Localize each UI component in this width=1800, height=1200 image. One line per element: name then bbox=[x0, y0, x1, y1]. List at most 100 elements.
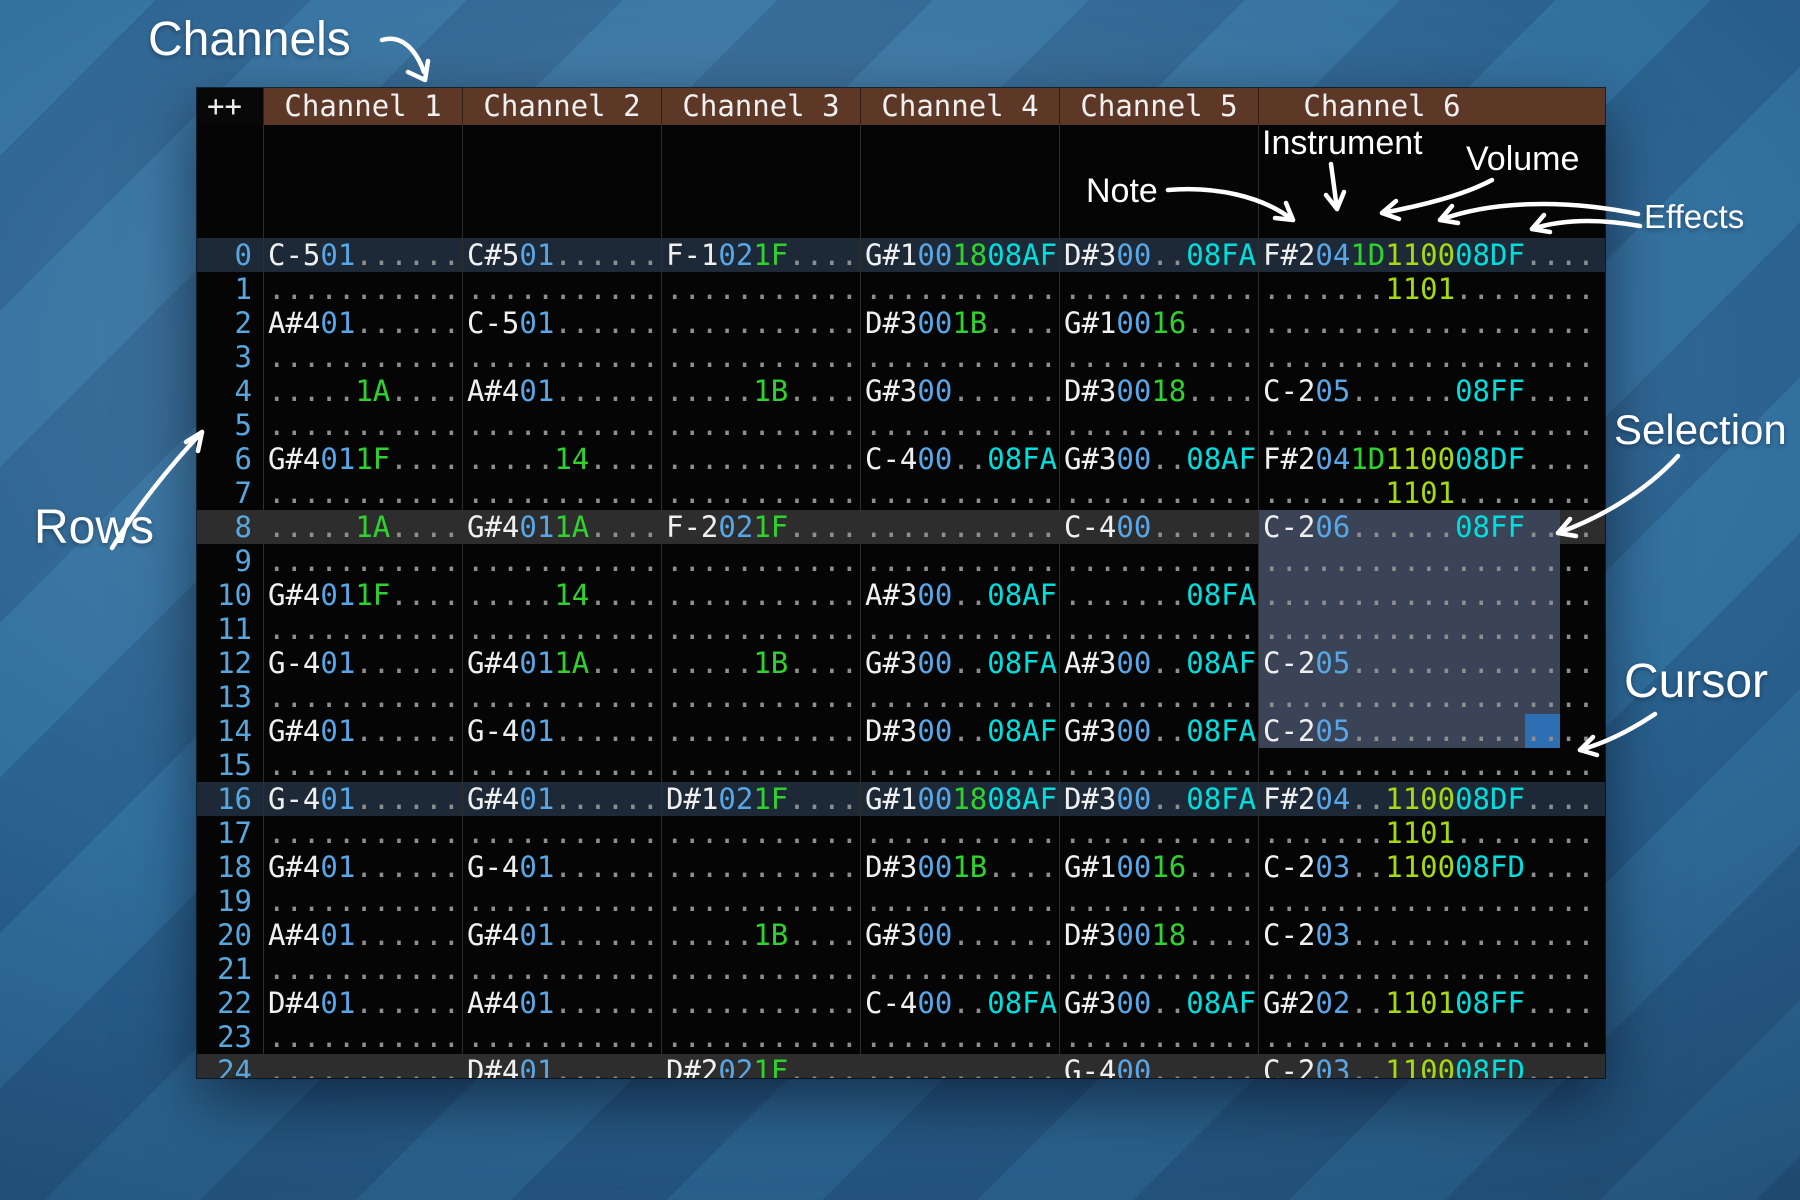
pattern-cell-ch3[interactable]: ........... bbox=[661, 612, 860, 646]
pattern-cell-ch1[interactable]: ........... bbox=[263, 408, 462, 442]
pattern-cell-ch2[interactable]: G#401...... bbox=[462, 918, 661, 952]
pattern-cell-ch2[interactable]: ........... bbox=[462, 748, 661, 782]
pattern-cell-ch3[interactable]: ........... bbox=[661, 306, 860, 340]
pattern-cell-ch6-selected[interactable]: ................... bbox=[1258, 612, 1605, 646]
pattern-cell-ch2[interactable]: ........... bbox=[462, 952, 661, 986]
pattern-cell-ch6-selected[interactable]: C-206......08FF.... bbox=[1258, 510, 1605, 544]
pattern-cell-ch5[interactable]: D#300..08FA bbox=[1059, 238, 1258, 272]
pattern-cell-ch6[interactable]: ................... bbox=[1258, 408, 1605, 442]
pattern-cell-ch5[interactable]: G-400...... bbox=[1059, 1054, 1258, 1078]
pattern-cell-ch4[interactable]: ........... bbox=[860, 408, 1059, 442]
pattern-cell-ch2[interactable]: ........... bbox=[462, 272, 661, 306]
pattern-cell-ch5[interactable]: G#300..08FA bbox=[1059, 714, 1258, 748]
pattern-cell-ch3[interactable]: ........... bbox=[661, 850, 860, 884]
pattern-cell-ch3[interactable]: ........... bbox=[661, 1020, 860, 1054]
pattern-cell-ch2[interactable]: .....14.... bbox=[462, 578, 661, 612]
pattern-cell-ch4[interactable]: G#1001808AF bbox=[860, 782, 1059, 816]
pattern-cell-ch6[interactable]: .......1101........ bbox=[1258, 476, 1605, 510]
pattern-cell-ch6[interactable]: ................... bbox=[1258, 1020, 1605, 1054]
pattern-cell-ch5[interactable]: ........... bbox=[1059, 952, 1258, 986]
pattern-cell-ch5[interactable]: .......08FA bbox=[1059, 578, 1258, 612]
pattern-cell-ch5[interactable]: ........... bbox=[1059, 408, 1258, 442]
pattern-cell-ch3[interactable]: ........... bbox=[661, 680, 860, 714]
pattern-cell-ch3[interactable]: ........... bbox=[661, 578, 860, 612]
pattern-cell-ch4[interactable]: ........... bbox=[860, 1020, 1059, 1054]
pattern-cell-ch3[interactable]: ........... bbox=[661, 340, 860, 374]
pattern-cell-ch1[interactable]: G#401...... bbox=[263, 850, 462, 884]
pattern-cell-ch4[interactable]: ........... bbox=[860, 510, 1059, 544]
pattern-cell-ch3[interactable]: .....1B.... bbox=[661, 918, 860, 952]
pattern-cell-ch2[interactable]: ........... bbox=[462, 612, 661, 646]
pattern-cell-ch6[interactable]: .......1101........ bbox=[1258, 816, 1605, 850]
pattern-cell-ch5[interactable]: ........... bbox=[1059, 544, 1258, 578]
pattern-cell-ch2[interactable]: A#401...... bbox=[462, 986, 661, 1020]
pattern-cell-ch4[interactable]: A#300..08AF bbox=[860, 578, 1059, 612]
pattern-cell-ch3[interactable]: D#1021F.... bbox=[661, 782, 860, 816]
pattern-cell-ch2[interactable]: C-501...... bbox=[462, 306, 661, 340]
pattern-cell-ch3[interactable]: ........... bbox=[661, 714, 860, 748]
pattern-cell-ch6[interactable]: ................... bbox=[1258, 884, 1605, 918]
channel-header-2[interactable]: Channel 2 bbox=[462, 88, 661, 125]
pattern-cell-ch4[interactable]: ........... bbox=[860, 952, 1059, 986]
pattern-cell-ch4[interactable]: D#300..08AF bbox=[860, 714, 1059, 748]
pattern-cell-ch3[interactable]: .....1B.... bbox=[661, 646, 860, 680]
pattern-cell-ch2[interactable]: .....14.... bbox=[462, 442, 661, 476]
pattern-cell-ch1[interactable]: A#401...... bbox=[263, 306, 462, 340]
pattern-cell-ch2[interactable]: ........... bbox=[462, 476, 661, 510]
pattern-cell-ch6[interactable]: F#2041D110008DF.... bbox=[1258, 442, 1605, 476]
pattern-cell-ch4[interactable]: ........... bbox=[860, 476, 1059, 510]
pattern-cell-ch6-selected[interactable]: C-205.............. bbox=[1258, 714, 1605, 748]
pattern-cell-ch6[interactable]: .......1101........ bbox=[1258, 272, 1605, 306]
pattern-cell-ch2[interactable]: ........... bbox=[462, 1020, 661, 1054]
pattern-cell-ch5[interactable]: ........... bbox=[1059, 1020, 1258, 1054]
pattern-cell-ch5[interactable]: D#300..08FA bbox=[1059, 782, 1258, 816]
pattern-cell-ch1[interactable]: ........... bbox=[263, 1054, 462, 1078]
pattern-cell-ch3[interactable]: ........... bbox=[661, 884, 860, 918]
pattern-cell-ch6[interactable]: ................... bbox=[1258, 748, 1605, 782]
pattern-cell-ch6-selected[interactable]: ................... bbox=[1258, 680, 1605, 714]
pattern-cell-ch1[interactable]: C-501...... bbox=[263, 238, 462, 272]
pattern-cell-ch4[interactable]: D#3001B.... bbox=[860, 306, 1059, 340]
pattern-cell-ch1[interactable]: ........... bbox=[263, 816, 462, 850]
pattern-cell-ch1[interactable]: G-401...... bbox=[263, 646, 462, 680]
pattern-cell-ch2[interactable]: ........... bbox=[462, 884, 661, 918]
pattern-cell-ch2[interactable]: G-401...... bbox=[462, 714, 661, 748]
pattern-cell-ch3[interactable]: ........... bbox=[661, 816, 860, 850]
pattern-cell-ch4[interactable]: ........... bbox=[860, 612, 1059, 646]
pattern-cell-ch5[interactable]: A#300..08AF bbox=[1059, 646, 1258, 680]
pattern-cell-ch6[interactable]: C-205......08FF.... bbox=[1258, 374, 1605, 408]
pattern-cell-ch5[interactable]: ........... bbox=[1059, 476, 1258, 510]
pattern-cell-ch6-selected[interactable]: ................... bbox=[1258, 578, 1605, 612]
pattern-cell-ch5[interactable]: G#10016.... bbox=[1059, 850, 1258, 884]
pattern-cell-ch4[interactable]: C-400..08FA bbox=[860, 986, 1059, 1020]
pattern-cell-ch2[interactable]: G#4011A.... bbox=[462, 646, 661, 680]
pattern-cell-ch4[interactable]: ........... bbox=[860, 816, 1059, 850]
pattern-cell-ch6[interactable]: ................... bbox=[1258, 306, 1605, 340]
pattern-cell-ch2[interactable]: G-401...... bbox=[462, 850, 661, 884]
pattern-cell-ch1[interactable]: A#401...... bbox=[263, 918, 462, 952]
pattern-cell-ch3[interactable]: F-1021F.... bbox=[661, 238, 860, 272]
pattern-cell-ch2[interactable]: ........... bbox=[462, 544, 661, 578]
pattern-cell-ch4[interactable]: G#300..08FA bbox=[860, 646, 1059, 680]
channel-header-3[interactable]: Channel 3 bbox=[661, 88, 860, 125]
pattern-cell-ch3[interactable]: F-2021F.... bbox=[661, 510, 860, 544]
pattern-cell-ch2[interactable]: A#401...... bbox=[462, 374, 661, 408]
channel-header-1[interactable]: Channel 1 bbox=[263, 88, 462, 125]
pattern-cell-ch1[interactable]: G#401...... bbox=[263, 714, 462, 748]
pattern-cell-ch6[interactable]: ................... bbox=[1258, 952, 1605, 986]
pattern-cell-ch1[interactable]: ........... bbox=[263, 680, 462, 714]
pattern-cell-ch1[interactable]: .....1A.... bbox=[263, 374, 462, 408]
pattern-corner-button[interactable]: ++ bbox=[197, 88, 263, 125]
pattern-cell-ch1[interactable]: ........... bbox=[263, 612, 462, 646]
pattern-cell-ch1[interactable]: ........... bbox=[263, 952, 462, 986]
pattern-cell-ch1[interactable]: ........... bbox=[263, 272, 462, 306]
pattern-cell-ch5[interactable]: ........... bbox=[1059, 612, 1258, 646]
pattern-cursor[interactable] bbox=[1524, 714, 1560, 748]
pattern-cell-ch6[interactable]: G#202..110108FF.... bbox=[1258, 986, 1605, 1020]
pattern-cell-ch2[interactable]: C#501...... bbox=[462, 238, 661, 272]
pattern-cell-ch6[interactable]: F#2041D110008DF.... bbox=[1258, 238, 1605, 272]
pattern-cell-ch3[interactable]: ........... bbox=[661, 544, 860, 578]
pattern-cell-ch6-selected[interactable]: ................... bbox=[1258, 544, 1605, 578]
channel-header-6[interactable]: Channel 6 bbox=[1258, 88, 1605, 125]
pattern-cell-ch4[interactable]: ........... bbox=[860, 272, 1059, 306]
